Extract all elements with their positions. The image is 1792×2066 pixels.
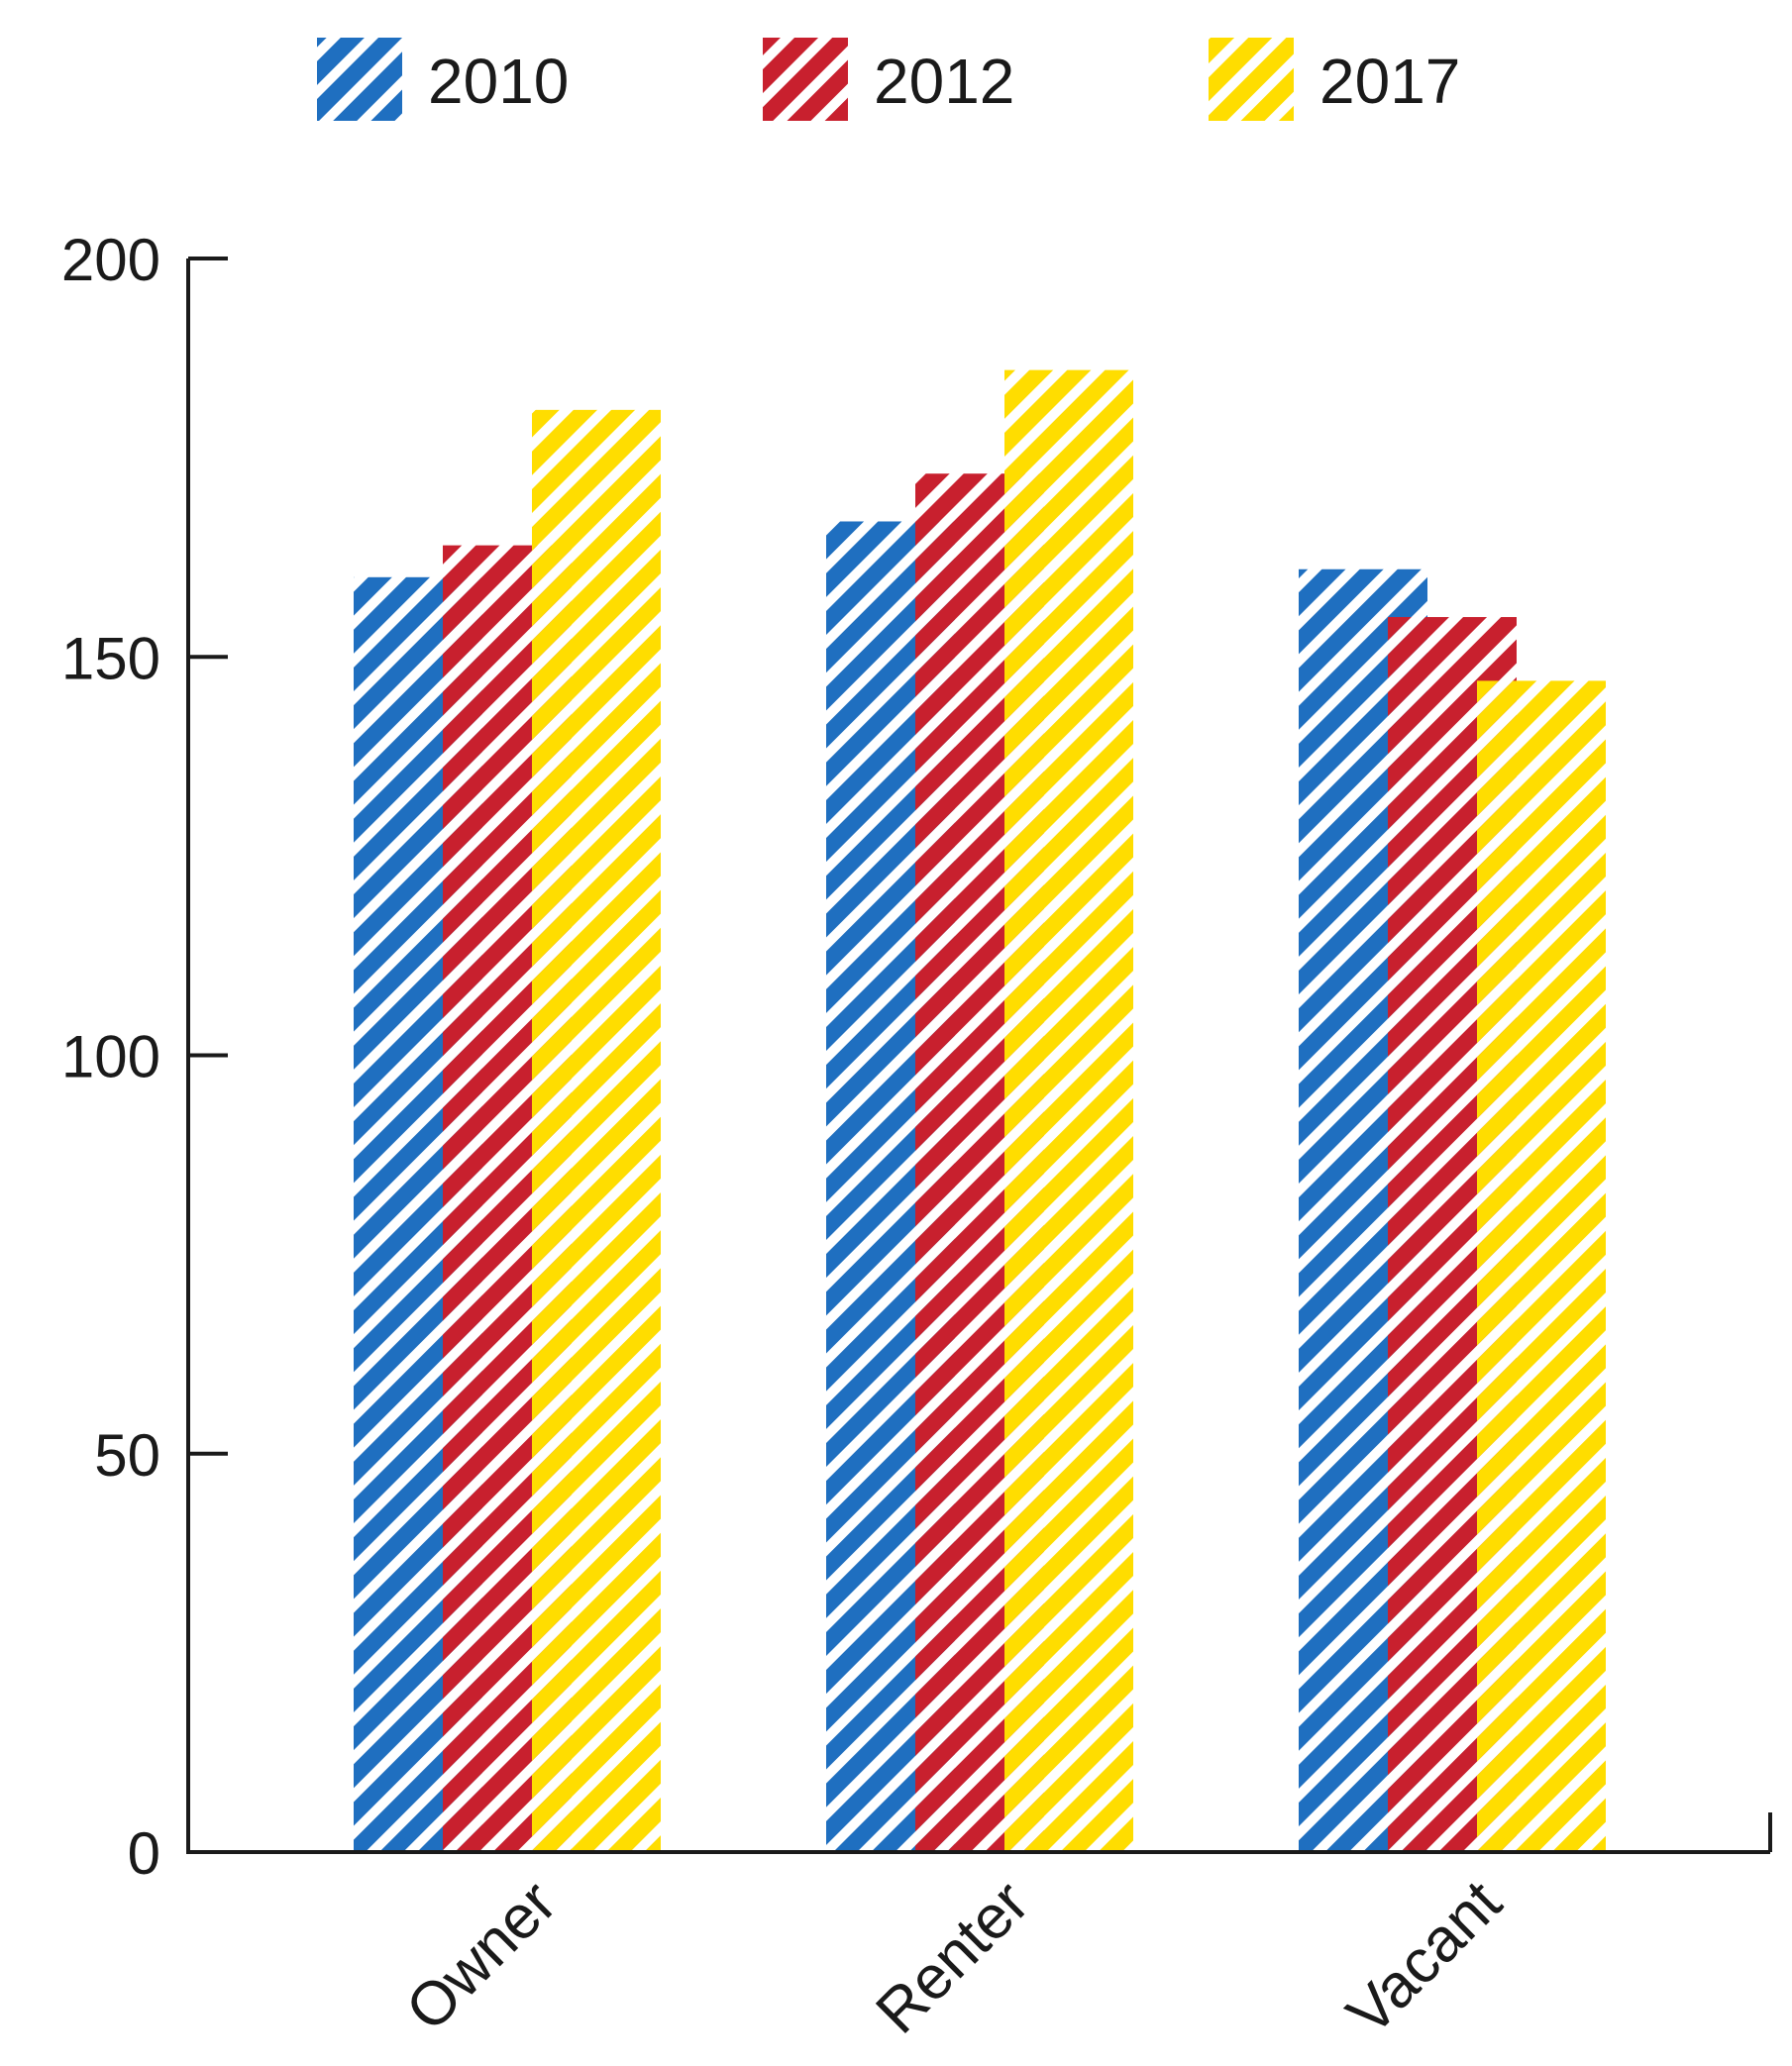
legend-label-2012: 2012	[874, 46, 1014, 117]
y-tick-label-100: 100	[61, 1024, 160, 1090]
legend-item-2017: 2017	[1209, 38, 1460, 121]
legend-item-2010: 2010	[317, 38, 569, 121]
bar-owner-2017	[532, 409, 661, 1853]
y-tick-label-150: 150	[61, 625, 160, 691]
y-tick-label-50: 50	[94, 1422, 160, 1489]
x-tick-label-owner: Owner	[393, 1868, 570, 2044]
legend-swatch-2010	[317, 38, 402, 121]
legend-item-2012: 2012	[763, 38, 1014, 121]
bar-vacant-2017	[1477, 680, 1606, 1852]
legend: 2010 2012 2017	[317, 38, 1460, 121]
y-tick-label-200: 200	[61, 227, 160, 293]
y-tick-label-0: 0	[128, 1820, 160, 1887]
x-tick-label-renter: Renter	[864, 1868, 1042, 2046]
legend-label-2017: 2017	[1319, 46, 1460, 117]
bars	[354, 369, 1606, 1853]
bar-renter-2017	[1004, 369, 1133, 1852]
legend-swatch-2012	[763, 38, 848, 121]
legend-swatch-2017	[1209, 38, 1294, 121]
x-tick-label-vacant: Vacant	[1334, 1868, 1515, 2048]
legend-label-2010: 2010	[428, 46, 569, 117]
